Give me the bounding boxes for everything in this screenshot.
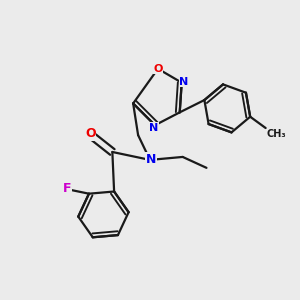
Text: N: N (149, 123, 158, 133)
Text: O: O (153, 64, 163, 74)
Text: O: O (85, 127, 96, 140)
Text: N: N (179, 77, 189, 87)
Text: CH₃: CH₃ (266, 129, 286, 139)
Text: F: F (63, 182, 71, 195)
Text: N: N (146, 152, 156, 166)
